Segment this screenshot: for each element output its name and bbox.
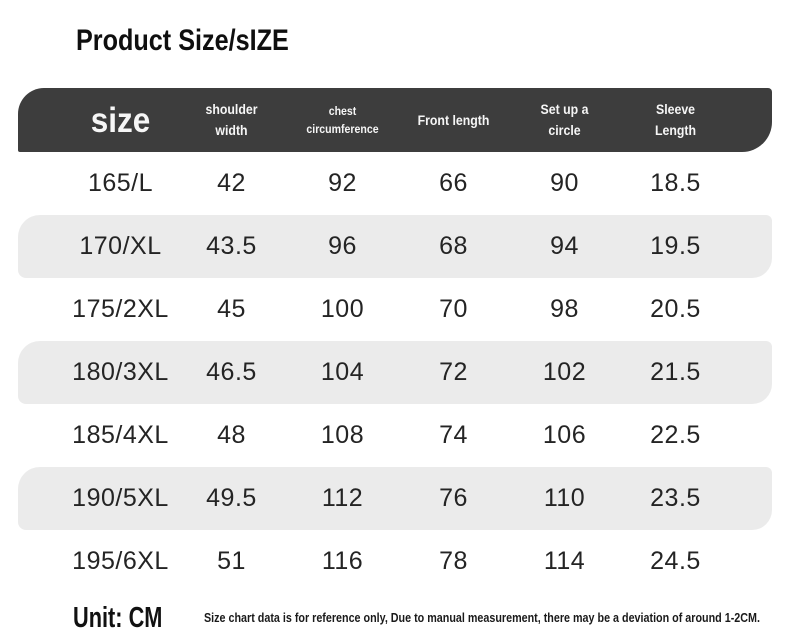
measurement-cell: 46.5	[206, 358, 257, 386]
measurement-cell: 49.5	[206, 484, 257, 512]
measurement-cell: 94	[550, 232, 579, 260]
measurement-cell: 98	[550, 295, 579, 323]
header-front-length: Front length	[417, 111, 490, 128]
measurement-cell: 42	[217, 169, 246, 197]
measurement-cell: 92	[328, 169, 357, 197]
header-set-up-a-circle: Set up a circle	[540, 101, 589, 138]
measurement-cell: 96	[328, 232, 357, 260]
measurement-cell: 24.5	[650, 547, 701, 575]
size-label-cell: 180/3XL	[72, 358, 169, 386]
header-shoulder-width: shoulder width	[205, 101, 258, 138]
measurement-cell: 76	[439, 484, 468, 512]
unit-label: Unit: CM	[73, 601, 163, 634]
table-row: 170/XL 43.5 96 68 94 19.5	[18, 215, 772, 278]
measurement-cell: 23.5	[650, 484, 701, 512]
table-row: 190/5XL 49.5 112 76 110 23.5	[18, 467, 772, 530]
size-label-cell: 175/2XL	[72, 295, 169, 323]
footer: Unit: CM Size chart data is for referenc…	[18, 598, 772, 638]
measurement-cell: 104	[320, 358, 365, 386]
measurement-cell: 45	[217, 295, 246, 323]
measurement-cell: 19.5	[650, 232, 701, 260]
header-chest-circumference: chest circumference	[306, 104, 379, 136]
measurement-cell: 110	[543, 484, 586, 512]
measurement-cell: 68	[439, 232, 468, 260]
measurement-cell: 48	[217, 421, 246, 449]
measurement-cell: 102	[542, 358, 587, 386]
table-row: 180/3XL 46.5 104 72 102 21.5	[18, 341, 772, 404]
size-label-cell: 170/XL	[79, 232, 162, 260]
measurement-cell: 90	[550, 169, 579, 197]
measurement-cell: 114	[543, 547, 586, 575]
size-label-cell: 190/5XL	[72, 484, 169, 512]
measurement-cell: 108	[320, 421, 365, 449]
measurement-cell: 78	[439, 547, 468, 575]
table-row: 185/4XL 48 108 74 106 22.5	[18, 404, 772, 467]
measurement-cell: 70	[439, 295, 468, 323]
measurement-cell: 22.5	[650, 421, 701, 449]
table-header: size shoulder width chest circumference …	[18, 88, 772, 152]
measurement-cell: 21.5	[650, 358, 701, 386]
size-label-cell: 165/L	[87, 169, 154, 197]
size-table: size shoulder width chest circumference …	[18, 88, 772, 593]
table-row: 175/2XL 45 100 70 98 20.5	[18, 278, 772, 341]
measurement-cell: 18.5	[650, 169, 701, 197]
measurement-cell: 20.5	[650, 295, 701, 323]
measurement-cell: 100	[320, 295, 365, 323]
measurement-cell: 112	[321, 484, 364, 512]
measurement-cell: 51	[217, 547, 246, 575]
header-sleeve-length: Sleeve Length	[654, 101, 697, 138]
table-body: 165/L 42 92 66 90 18.5 170/XL 43.5 96 68 94 19.5 175…	[18, 152, 772, 593]
header-size: size	[90, 100, 151, 140]
measurement-cell: 106	[542, 421, 587, 449]
measurement-cell: 74	[439, 421, 468, 449]
size-label-cell: 195/6XL	[72, 547, 169, 575]
size-label-cell: 185/4XL	[72, 421, 169, 449]
table-row: 195/6XL 51 116 78 114 24.5	[18, 530, 772, 593]
measurement-cell: 43.5	[206, 232, 257, 260]
page-title: Product Size/sIZE	[76, 24, 289, 57]
measurement-cell: 116	[321, 547, 364, 575]
measurement-cell: 66	[439, 169, 468, 197]
table-row: 165/L 42 92 66 90 18.5	[18, 152, 772, 215]
measurement-cell: 72	[439, 358, 468, 386]
disclaimer-note: Size chart data is for reference only, D…	[204, 611, 761, 625]
